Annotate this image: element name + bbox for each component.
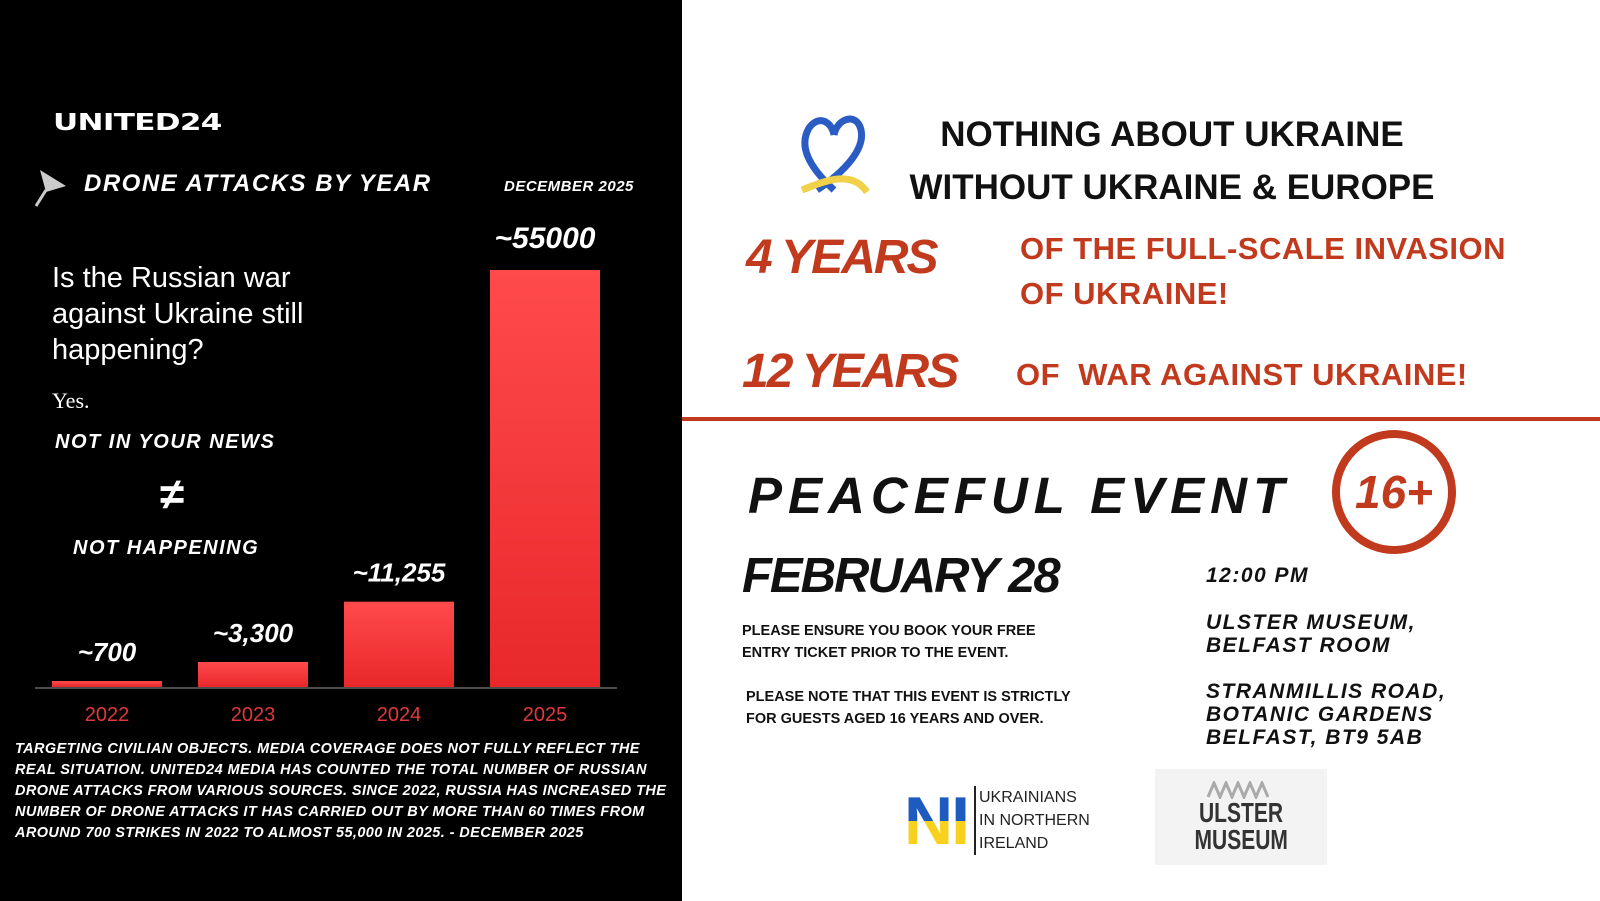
event-poster: NOTHING ABOUT UKRAINE WITHOUT UKRAINE & … <box>682 0 1600 901</box>
booking-note: PLEASE ENSURE YOU BOOK YOUR FREE ENTRY T… <box>742 623 1036 661</box>
bar-2024 <box>344 601 454 687</box>
four-years-line-1: OF THE FULL-SCALE INVASION <box>1020 231 1507 266</box>
ukrainians-ni-logo: NI UKRAINIANS IN NORTHERN IRELAND <box>904 786 1090 855</box>
data-label: ~3,300 <box>213 618 294 648</box>
drone-icon <box>34 170 66 207</box>
event-notes: PLEASE ENSURE YOU BOOK YOUR FREE ENTRY T… <box>742 620 1072 730</box>
four-years: 4 YEARS <box>746 231 939 284</box>
address: STRANMILLIS ROAD, BOTANIC GARDENS BELFAS… <box>1206 680 1446 749</box>
divider <box>682 417 1600 421</box>
age-note: PLEASE NOTE THAT THIS EVENT IS STRICTLY … <box>746 689 1071 727</box>
not-equal-sign: ≠ <box>160 470 185 519</box>
answer-text: Yes. <box>52 388 90 413</box>
headline-line-2: WITHOUT UKRAINE & EUROPE <box>909 168 1435 207</box>
chart-date: DECEMBER 2025 <box>504 178 634 195</box>
bar-2025 <box>490 270 600 687</box>
headline-line-1: NOTHING ABOUT UKRAINE <box>940 115 1404 154</box>
not-happening-text: NOT HAPPENING <box>73 537 260 559</box>
headline: NOTHING ABOUT UKRAINE WITHOUT UKRAINE & … <box>892 108 1452 214</box>
museum-logo-line-2: MUSEUM <box>1194 824 1288 855</box>
not-in-news-text: NOT IN YOUR NEWS <box>55 431 276 453</box>
ni-letters: NI <box>904 782 970 859</box>
museum-wave-icon <box>1206 781 1270 799</box>
bar-chart: ~700 2022 ~3,300 2023 ~11,255 2024 ~55000 2025 <box>35 222 617 726</box>
x-tick-label: 2024 <box>377 704 422 726</box>
united24-logo: UNITED24 <box>53 110 222 136</box>
data-label: ~700 <box>78 637 137 667</box>
four-years-line-2: OF UKRAINE! <box>1020 276 1229 311</box>
x-tick-label: 2025 <box>523 704 568 726</box>
event-title: PEACEFUL EVENT <box>748 467 1291 524</box>
age-badge: 16+ <box>1332 430 1456 554</box>
infographic-panel: UNITED24 DRONE ATTACKS BY YEAR DECEMBER … <box>0 0 682 901</box>
venue: ULSTER MUSEUM, BELFAST ROOM <box>1206 611 1416 657</box>
twelve-years-text: OF WAR AGAINST UKRAINE! <box>1016 357 1468 392</box>
x-tick-label: 2023 <box>231 704 276 726</box>
address-line-1: STRANMILLIS ROAD, <box>1206 680 1447 703</box>
org-name-line-1: UKRAINIANS <box>979 789 1077 806</box>
address-line-2: BOTANIC GARDENS <box>1206 703 1434 726</box>
venue-line-1: ULSTER MUSEUM, <box>1206 611 1416 634</box>
four-years-text: OF THE FULL-SCALE INVASION OF UKRAINE! <box>1020 226 1506 316</box>
bar-2022 <box>52 681 162 687</box>
org-name-line-2: IN NORTHERN <box>979 812 1090 829</box>
ukraine-heart-logo <box>800 115 870 195</box>
org-name-line-3: IRELAND <box>979 835 1049 852</box>
footnote: TARGETING CIVILIAN OBJECTS. MEDIA COVERA… <box>15 741 667 841</box>
event-time: 12:00 PM <box>1206 564 1310 587</box>
question-text: Is the Russian war against Ukraine still… <box>52 262 304 366</box>
museum-logo-line-1: ULSTER <box>1199 797 1283 828</box>
x-tick-label: 2022 <box>85 704 130 726</box>
data-label: ~55000 <box>495 222 596 255</box>
bar-2023 <box>198 661 308 687</box>
chart-title: DRONE ATTACKS BY YEAR <box>84 170 432 197</box>
data-label: ~11,255 <box>353 558 446 588</box>
venue-line-2: BELFAST ROOM <box>1206 634 1391 657</box>
twelve-years: 12 YEARS <box>742 345 959 398</box>
ulster-museum-logo: ULSTER MUSEUM <box>1155 769 1327 865</box>
event-date: FEBRUARY 28 <box>742 549 1061 603</box>
address-line-3: BELFAST, BT9 5AB <box>1206 726 1424 749</box>
org-name: UKRAINIANS IN NORTHERN IRELAND <box>974 786 1090 855</box>
